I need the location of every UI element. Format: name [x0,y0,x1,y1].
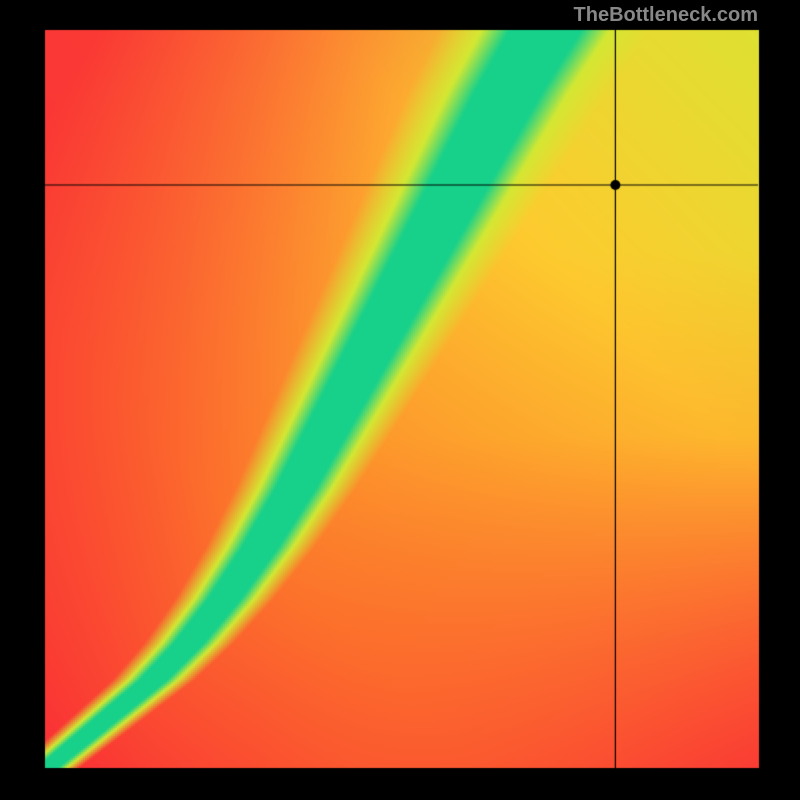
chart-container: TheBottleneck.com [0,0,800,800]
bottleneck-heatmap [0,0,800,800]
watermark-text: TheBottleneck.com [574,4,758,27]
